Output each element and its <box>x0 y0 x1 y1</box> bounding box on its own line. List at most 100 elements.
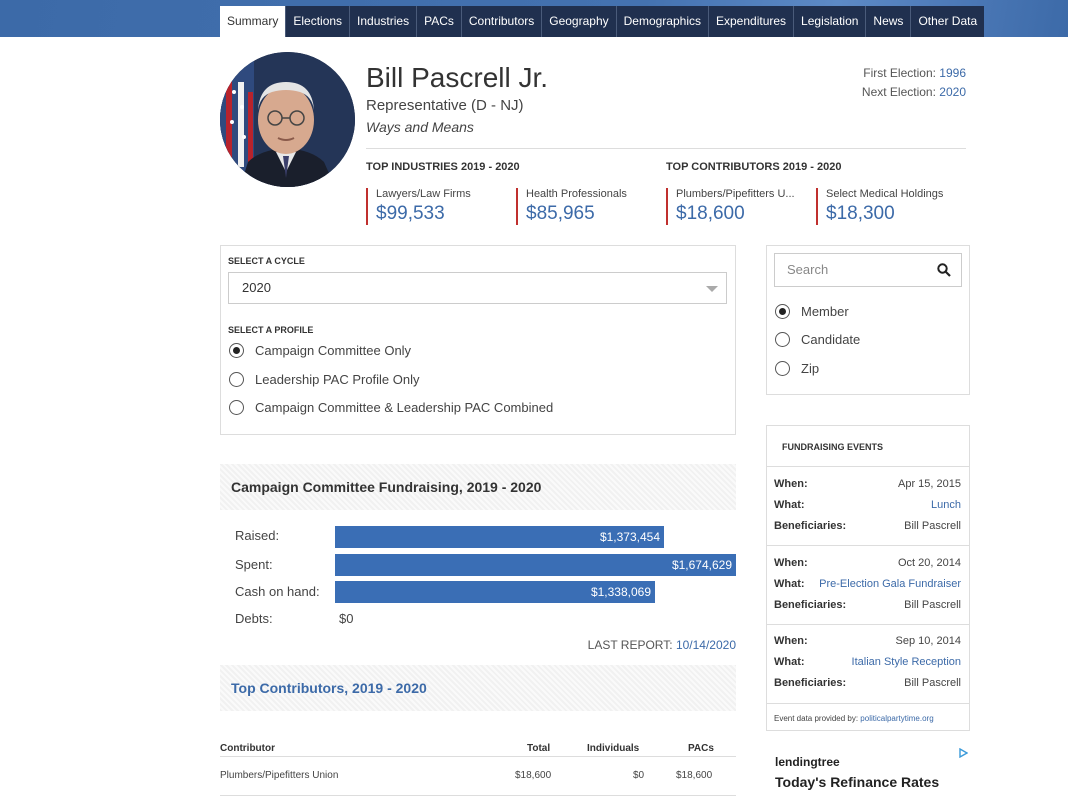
radio-button[interactable] <box>229 372 244 387</box>
adchoices-icon[interactable] <box>958 748 968 758</box>
fundraising-label-debts: Debts: <box>235 611 273 626</box>
cycle-select-value: 2020 <box>242 280 271 295</box>
last-report-date[interactable]: 10/14/2020 <box>675 638 736 652</box>
radio-button[interactable] <box>775 332 790 347</box>
events-divider <box>767 703 969 704</box>
event-when-label: When: <box>774 557 808 569</box>
tab-legislation[interactable]: Legislation <box>794 6 867 37</box>
tab-geography[interactable]: Geography <box>542 6 617 37</box>
tab-elections[interactable]: Elections <box>286 6 351 37</box>
main-nav: Summary Elections Industries PACs Contri… <box>220 6 985 37</box>
column-header-individuals: Individuals <box>587 743 640 754</box>
tab-pacs[interactable]: PACs <box>417 6 462 37</box>
tab-demographics[interactable]: Demographics <box>616 6 709 37</box>
search-option-label: Member <box>801 304 849 319</box>
event-when-value: Apr 15, 2015 <box>898 478 961 490</box>
contributor-stat-label: Plumbers/Pipefitters U... <box>676 188 795 200</box>
member-name: Bill Pascrell Jr. <box>366 62 549 93</box>
event-what-link[interactable]: Italian Style Reception <box>851 656 961 668</box>
table-divider <box>220 756 736 757</box>
column-header-contributor: Contributor <box>220 743 275 754</box>
contributor-stat[interactable]: Select Medical Holdings $18,300 <box>816 188 943 225</box>
table-cell-pacs: $18,600 <box>676 770 713 781</box>
top-contributors-heading: TOP CONTRIBUTORS 2019 - 2020 <box>666 161 842 173</box>
last-report: LAST REPORT: 10/14/2020 <box>588 638 736 652</box>
cycle-heading: SELECT A CYCLE <box>228 256 305 266</box>
table-cell-total: $18,600 <box>515 770 552 781</box>
cycle-select[interactable]: 2020 <box>228 272 727 304</box>
header-divider <box>366 148 966 149</box>
event-when-value: Oct 20, 2014 <box>898 557 961 569</box>
search-panel: Search Member Candidate Zip <box>766 245 970 395</box>
fundraising-header: Campaign Committee Fundraising, 2019 - 2… <box>220 464 736 510</box>
search-option-zip[interactable]: Zip <box>775 361 819 376</box>
avatar <box>220 52 355 187</box>
events-credit: Event data provided by: politicalpartyti… <box>774 714 934 723</box>
event-what-label: What: <box>774 499 805 511</box>
fundraising-bar-spent: $1,674,629 <box>335 554 736 576</box>
search-option-label: Zip <box>801 361 820 376</box>
first-election-year[interactable]: 1996 <box>939 66 966 80</box>
radio-button[interactable] <box>775 361 790 376</box>
fundraising-label-cash: Cash on hand: <box>235 584 320 599</box>
profile-option-combined[interactable]: Campaign Committee & Leadership PAC Comb… <box>229 400 553 415</box>
column-header-pacs: PACs <box>688 743 714 754</box>
tab-summary[interactable]: Summary <box>220 6 287 37</box>
contributor-stat[interactable]: Plumbers/Pipefitters U... $18,600 <box>666 188 795 225</box>
profile-option-label: Campaign Committee & Leadership PAC Comb… <box>255 400 554 415</box>
profile-option-campaign[interactable]: Campaign Committee Only <box>229 343 411 358</box>
table-divider <box>220 795 736 796</box>
radio-button-checked[interactable] <box>229 343 244 358</box>
tab-news[interactable]: News <box>866 6 912 37</box>
fundraising-bar-cash: $1,338,069 <box>335 581 655 603</box>
search-icon[interactable] <box>937 263 951 277</box>
event-beneficiaries-value: Bill Pascrell <box>904 599 961 611</box>
radio-button-checked[interactable] <box>775 304 790 319</box>
tab-industries[interactable]: Industries <box>350 6 418 37</box>
profile-heading: SELECT A PROFILE <box>228 325 314 335</box>
search-option-member[interactable]: Member <box>775 304 849 319</box>
election-info: First Election: 1996 Next Election: 2020 <box>862 64 966 102</box>
search-input[interactable]: Search <box>774 253 962 287</box>
tab-other-data[interactable]: Other Data <box>911 6 985 37</box>
event-when-value: Sep 10, 2014 <box>895 635 961 647</box>
industry-stat[interactable]: Lawyers/Law Firms $99,533 <box>366 188 471 225</box>
event-what-label: What: <box>774 656 805 668</box>
industry-stat[interactable]: Health Professionals $85,965 <box>516 188 627 225</box>
event-what-link[interactable]: Lunch <box>931 499 961 511</box>
events-divider <box>767 466 969 467</box>
next-election-label: Next Election: <box>861 85 936 99</box>
industry-stat-amount: $85,965 <box>526 203 595 224</box>
profile-option-leadership-pac[interactable]: Leadership PAC Profile Only <box>229 372 420 387</box>
table-cell-individuals: $0 <box>633 770 645 781</box>
last-report-label: LAST REPORT: <box>587 638 673 652</box>
ad-brand-logo[interactable]: lendingtree <box>775 755 840 769</box>
event-what-label: What: <box>774 578 805 590</box>
radio-button[interactable] <box>229 400 244 415</box>
member-committee: Ways and Means <box>366 119 474 135</box>
events-credit-link[interactable]: politicalpartytime.org <box>860 714 934 723</box>
top-industries-heading: TOP INDUSTRIES 2019 - 2020 <box>366 161 520 173</box>
industry-stat-label: Health Professionals <box>526 188 627 200</box>
search-option-label: Candidate <box>801 332 861 347</box>
next-election-year[interactable]: 2020 <box>939 85 966 99</box>
contributor-stat-label: Select Medical Holdings <box>826 188 944 200</box>
ad-title[interactable]: Today's Refinance Rates <box>775 774 940 790</box>
fundraising-label-raised: Raised: <box>235 528 280 543</box>
events-credit-text: Event data provided by: <box>774 714 859 723</box>
search-option-candidate[interactable]: Candidate <box>775 332 860 347</box>
tab-contributors[interactable]: Contributors <box>461 6 543 37</box>
member-role: Representative (D - NJ) <box>366 97 524 114</box>
fundraising-label-spent: Spent: <box>235 557 273 572</box>
profile-option-label: Campaign Committee Only <box>255 343 412 358</box>
top-contributors-title[interactable]: Top Contributors, 2019 - 2020 <box>231 680 427 696</box>
events-heading: FUNDRAISING EVENTS <box>782 442 884 452</box>
industry-stat-amount: $99,533 <box>376 203 445 224</box>
contributor-stat-amount: $18,600 <box>676 203 745 224</box>
event-what-link[interactable]: Pre-Election Gala Fundraiser <box>819 578 961 590</box>
contributor-stat-amount: $18,300 <box>826 203 895 224</box>
profile-option-label: Leadership PAC Profile Only <box>255 372 420 387</box>
events-divider <box>767 624 969 625</box>
event-when-label: When: <box>774 478 808 490</box>
tab-expenditures[interactable]: Expenditures <box>709 6 795 37</box>
